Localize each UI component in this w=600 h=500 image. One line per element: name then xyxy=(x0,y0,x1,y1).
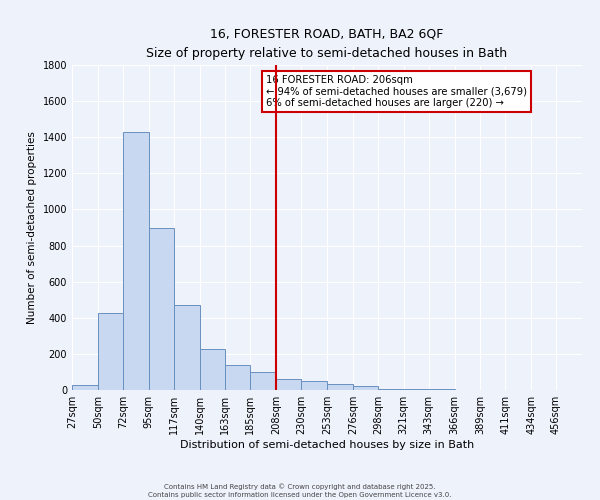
Bar xyxy=(301,381,327,390)
Bar xyxy=(327,384,353,390)
Bar xyxy=(149,228,173,390)
Bar xyxy=(173,305,199,390)
Bar xyxy=(378,389,404,390)
Bar xyxy=(226,364,250,390)
Bar xyxy=(72,384,98,390)
Y-axis label: Number of semi-detached properties: Number of semi-detached properties xyxy=(27,131,37,324)
Bar xyxy=(200,350,226,390)
Bar xyxy=(250,372,276,390)
Title: 16, FORESTER ROAD, BATH, BA2 6QF
Size of property relative to semi-detached hous: 16, FORESTER ROAD, BATH, BA2 6QF Size of… xyxy=(146,28,508,60)
Bar xyxy=(98,314,123,390)
Bar xyxy=(404,389,428,390)
Text: 16 FORESTER ROAD: 206sqm
← 94% of semi-detached houses are smaller (3,679)
6% of: 16 FORESTER ROAD: 206sqm ← 94% of semi-d… xyxy=(266,74,527,108)
Text: Contains HM Land Registry data © Crown copyright and database right 2025.
Contai: Contains HM Land Registry data © Crown c… xyxy=(148,484,452,498)
Bar xyxy=(123,132,149,390)
Bar xyxy=(276,379,301,390)
Bar xyxy=(353,386,378,390)
X-axis label: Distribution of semi-detached houses by size in Bath: Distribution of semi-detached houses by … xyxy=(180,440,474,450)
